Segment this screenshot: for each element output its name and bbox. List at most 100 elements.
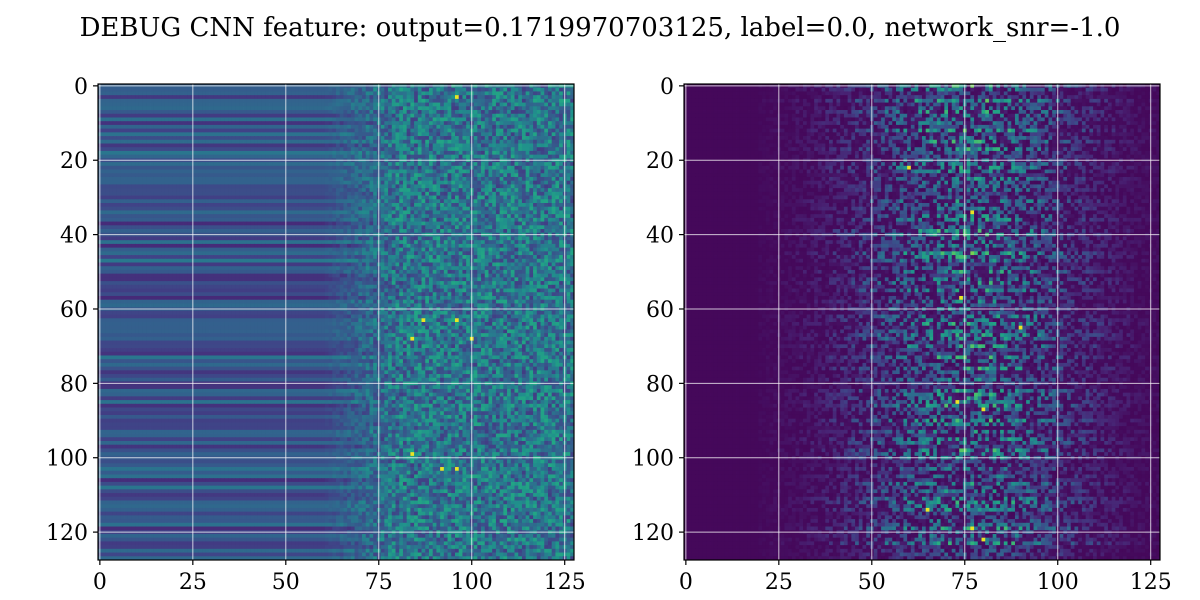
heatmap-cell	[373, 95, 377, 99]
heatmap-cell	[187, 188, 191, 192]
heatmap-cell	[351, 117, 355, 121]
heatmap-cell	[492, 173, 496, 177]
heatmap-cell	[511, 203, 515, 207]
heatmap-cell	[425, 225, 429, 229]
heatmap-cell	[310, 91, 314, 95]
heatmap-cell	[273, 129, 277, 133]
heatmap-cell	[485, 151, 489, 155]
heatmap-cell	[537, 136, 541, 140]
heatmap-cell	[195, 203, 199, 207]
heatmap-cell	[135, 140, 139, 144]
heatmap-cell	[414, 218, 418, 222]
heatmap-cell	[541, 188, 545, 192]
heatmap-cell	[440, 207, 444, 211]
heatmap-cell	[559, 196, 563, 200]
heatmap-cell	[224, 110, 228, 114]
heatmap-cell	[213, 103, 217, 107]
heatmap-cell	[433, 103, 437, 107]
heatmap-cell	[381, 184, 385, 188]
heatmap-cell	[343, 121, 347, 125]
heatmap-cell	[503, 136, 507, 140]
heatmap-cell	[433, 125, 437, 129]
heatmap-cell	[381, 95, 385, 99]
heatmap-cell	[567, 151, 571, 155]
heatmap-cell	[269, 129, 273, 133]
heatmap-cell	[109, 99, 113, 103]
heatmap-cell	[392, 129, 396, 133]
heatmap-cell	[422, 155, 426, 159]
heatmap-cell	[295, 121, 299, 125]
heatmap-cell	[507, 155, 511, 159]
heatmap-cell	[399, 196, 403, 200]
heatmap-cell	[195, 188, 199, 192]
heatmap-cell	[169, 196, 173, 200]
heatmap-cell	[466, 225, 470, 229]
heatmap-cell	[165, 203, 169, 207]
heatmap-cell	[462, 173, 466, 177]
heatmap-cell	[548, 203, 552, 207]
heatmap-cell	[120, 129, 124, 133]
heatmap-cell	[362, 196, 366, 200]
heatmap-cell	[158, 91, 162, 95]
heatmap-cell	[288, 173, 292, 177]
heatmap-cell	[217, 188, 221, 192]
heatmap-cell	[399, 214, 403, 218]
heatmap-cell	[399, 218, 403, 222]
heatmap-cell	[273, 140, 277, 144]
heatmap-cell	[176, 136, 180, 140]
heatmap-cell	[459, 147, 463, 151]
heatmap-cell	[146, 132, 150, 136]
heatmap-cell	[332, 132, 336, 136]
heatmap-cell	[117, 155, 121, 159]
heatmap-cell	[280, 210, 284, 214]
heatmap-cell	[143, 136, 147, 140]
heatmap-cell	[384, 121, 388, 125]
heatmap-cell	[477, 106, 481, 110]
heatmap-cell	[455, 203, 459, 207]
heatmap-cell	[522, 225, 526, 229]
heatmap-cell	[462, 203, 466, 207]
heatmap-cell	[295, 196, 299, 200]
heatmap-cell	[418, 166, 422, 170]
heatmap-cell	[548, 151, 552, 155]
heatmap-cell	[306, 192, 310, 196]
heatmap-cell	[105, 125, 109, 129]
heatmap-cell	[544, 170, 548, 174]
heatmap-cell	[314, 162, 318, 166]
heatmap-cell	[146, 214, 150, 218]
heatmap-cell	[325, 99, 329, 103]
heatmap-cell	[559, 99, 563, 103]
heatmap-cell	[343, 196, 347, 200]
heatmap-cell	[522, 218, 526, 222]
heatmap-cell	[462, 88, 466, 92]
heatmap-cell	[381, 106, 385, 110]
heatmap-cell	[496, 136, 500, 140]
heatmap-cell	[221, 181, 225, 185]
heatmap-cell	[254, 177, 258, 181]
heatmap-cell	[105, 162, 109, 166]
heatmap-cell	[526, 114, 530, 118]
heatmap-cell	[567, 144, 571, 148]
heatmap-cell	[135, 162, 139, 166]
heatmap-cell	[187, 88, 191, 92]
heatmap-cell	[466, 136, 470, 140]
heatmap-cell	[355, 214, 359, 218]
heatmap-cell	[332, 170, 336, 174]
heatmap-cell	[366, 121, 370, 125]
heatmap-cell	[187, 95, 191, 99]
heatmap-cell	[511, 99, 515, 103]
heatmap-cell	[436, 170, 440, 174]
heatmap-cell	[139, 184, 143, 188]
heatmap-cell	[485, 125, 489, 129]
heatmap-cell	[481, 88, 485, 92]
heatmap-cell	[544, 192, 548, 196]
heatmap-cell	[451, 99, 455, 103]
heatmap-cell	[109, 214, 113, 218]
heatmap-cell	[429, 199, 433, 203]
heatmap-cell	[440, 106, 444, 110]
heatmap-cell	[228, 222, 232, 226]
heatmap-cell	[466, 181, 470, 185]
heatmap-cell	[518, 129, 522, 133]
heatmap-cell	[507, 192, 511, 196]
heatmap-cell	[332, 225, 336, 229]
